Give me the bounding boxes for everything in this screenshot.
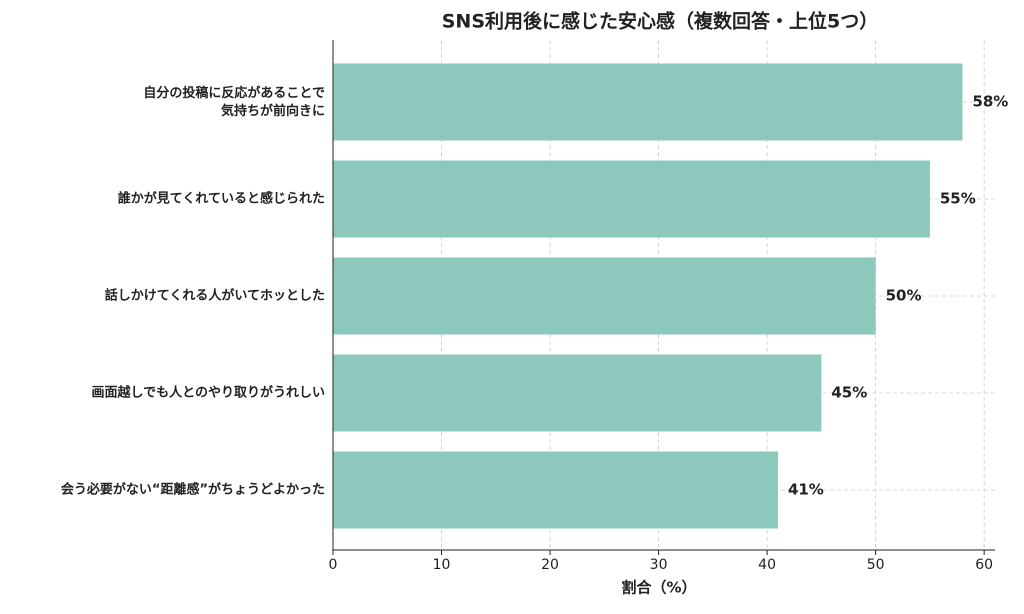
y-tick-label: 話しかけてくれる人がいてホッとした: [105, 288, 325, 304]
bar: [333, 257, 876, 335]
chart-title: SNS利用後に感じた安心感（複数回答・上位5つ）: [442, 10, 879, 33]
x-tick-label: 50: [867, 557, 885, 573]
x-tick-label: 0: [329, 557, 338, 573]
y-tick-label: 画面越しでも人とのやり取りがうれしい: [92, 385, 325, 401]
y-tick-label: 自分の投稿に反応があることで気持ちが前向きに: [143, 85, 325, 119]
bar: [333, 451, 778, 529]
x-tick-label: 30: [650, 557, 668, 573]
y-tick-label: 会う必要がない“距離感”がちょうどよかった: [61, 482, 325, 498]
value-label: 50%: [886, 287, 922, 305]
x-tick-label: 60: [975, 557, 993, 573]
x-tick-label: 40: [758, 557, 776, 573]
y-tick-label: 誰かが見てくれていると感じられた: [118, 191, 325, 207]
value-label: 41%: [788, 481, 824, 499]
value-label: 55%: [940, 190, 976, 208]
bar: [333, 63, 963, 141]
value-label: 45%: [831, 384, 867, 402]
x-axis-label: 割合（%）: [621, 579, 696, 597]
x-tick-label: 20: [541, 557, 559, 573]
value-label: 58%: [972, 93, 1008, 111]
x-tick-label: 10: [433, 557, 451, 573]
bar: [333, 160, 930, 238]
bar: [333, 354, 822, 432]
